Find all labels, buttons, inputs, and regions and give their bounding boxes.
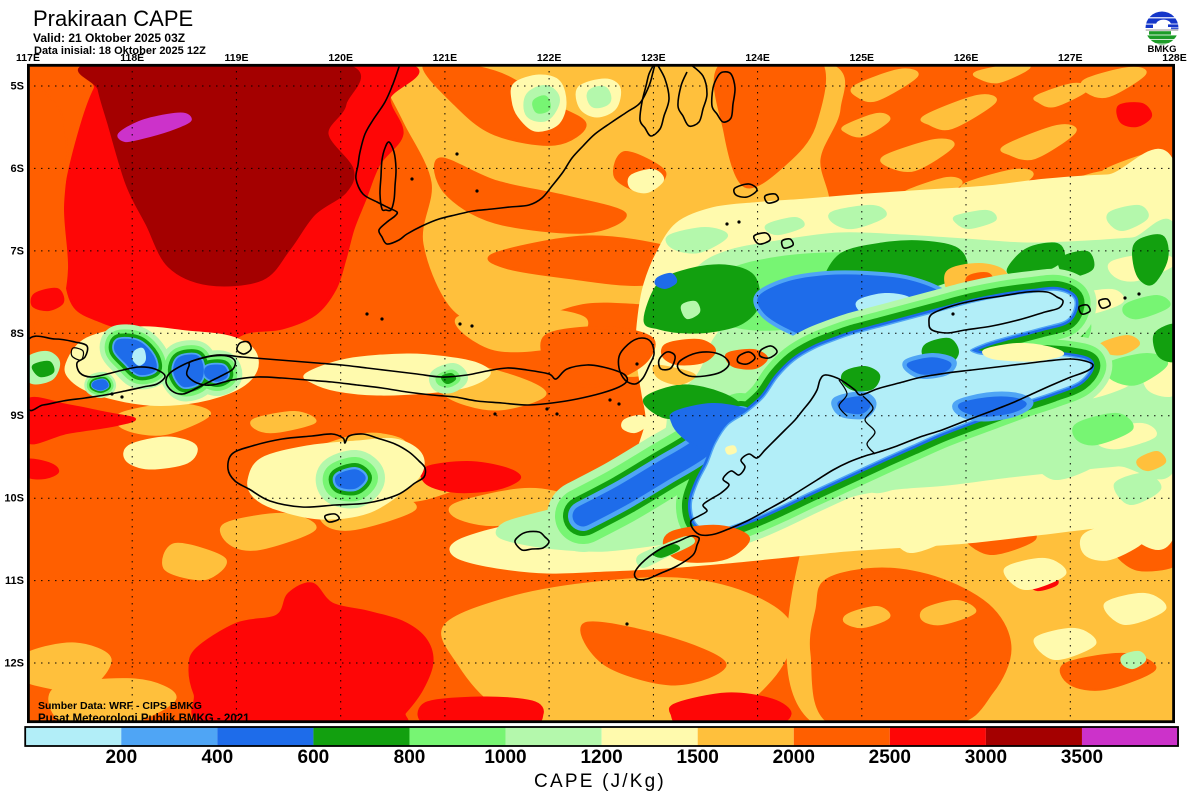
svg-text:7S: 7S: [11, 245, 24, 257]
svg-text:Sumber Data: WRF - CIPS BMKG: Sumber Data: WRF - CIPS BMKG: [38, 700, 202, 712]
svg-text:119E: 119E: [225, 52, 249, 64]
svg-text:11S: 11S: [5, 575, 24, 587]
svg-text:117E: 117E: [16, 52, 40, 64]
svg-text:123E: 123E: [641, 52, 666, 64]
svg-text:127E: 127E: [1058, 52, 1083, 64]
svg-text:128E: 128E: [1162, 52, 1187, 64]
svg-text:800: 800: [394, 747, 426, 768]
svg-text:400: 400: [201, 747, 233, 768]
svg-text:2500: 2500: [869, 747, 911, 768]
svg-text:124E: 124E: [745, 52, 770, 64]
svg-text:122E: 122E: [537, 52, 562, 64]
svg-text:BMKG: BMKG: [1147, 44, 1176, 55]
svg-text:126E: 126E: [954, 52, 979, 64]
svg-text:12S: 12S: [4, 658, 24, 670]
svg-text:200: 200: [105, 747, 137, 768]
svg-text:5S: 5S: [11, 81, 24, 93]
svg-text:CAPE (J/Kg): CAPE (J/Kg): [534, 771, 666, 792]
svg-text:118E: 118E: [120, 52, 144, 64]
svg-text:8S: 8S: [11, 328, 24, 340]
svg-text:1200: 1200: [580, 747, 622, 768]
svg-text:3000: 3000: [965, 747, 1007, 768]
svg-text:120E: 120E: [328, 52, 353, 64]
svg-text:Prakiraan CAPE: Prakiraan CAPE: [33, 6, 193, 31]
svg-text:1500: 1500: [677, 747, 719, 768]
svg-text:1000: 1000: [484, 747, 526, 768]
svg-text:600: 600: [298, 747, 330, 768]
svg-text:6S: 6S: [11, 163, 24, 175]
svg-text:121E: 121E: [433, 52, 458, 64]
svg-text:2000: 2000: [773, 747, 815, 768]
svg-text:Valid: 21 Oktober 2025 03Z: Valid: 21 Oktober 2025 03Z: [33, 31, 185, 45]
svg-text:125E: 125E: [850, 52, 875, 64]
svg-text:10S: 10S: [4, 493, 24, 505]
svg-text:Pusat Meteorologi Publik BMKG: Pusat Meteorologi Publik BMKG - 2021: [38, 713, 250, 725]
svg-text:Data inisial: 18 Oktober 2025: Data inisial: 18 Oktober 2025 12Z: [34, 45, 206, 57]
svg-text:9S: 9S: [11, 410, 24, 422]
svg-text:3500: 3500: [1061, 747, 1103, 768]
